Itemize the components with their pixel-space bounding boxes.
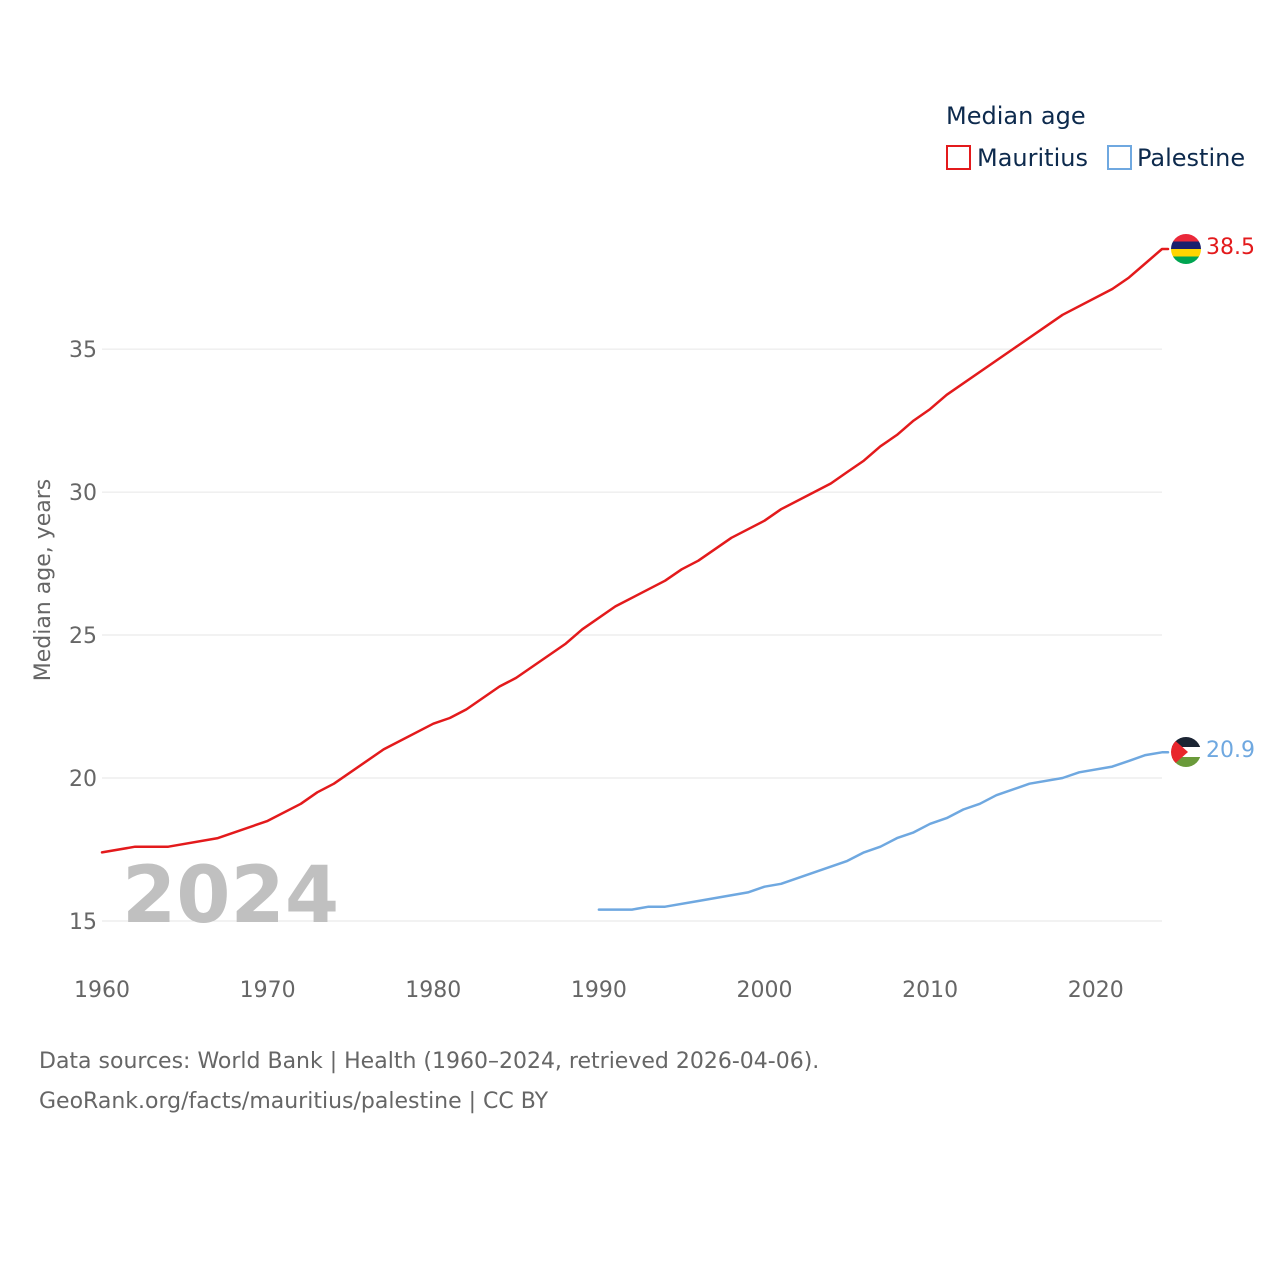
y-tick-label: 30 bbox=[69, 481, 97, 506]
gridlines bbox=[102, 348, 1162, 922]
mauritius-flag-icon bbox=[1171, 234, 1201, 264]
x-axis-ticks: 1960 1970 1980 1990 2000 2010 2020 bbox=[74, 978, 1124, 1003]
legend-item-palestine[interactable]: Palestine bbox=[1107, 144, 1245, 172]
y-tick-label: 25 bbox=[69, 624, 97, 649]
source-line: Data sources: World Bank | Health (1960–… bbox=[39, 1049, 819, 1074]
y-axis-title: Median age, years bbox=[31, 479, 56, 682]
legend: Median age Mauritius Palestine bbox=[946, 102, 1245, 172]
x-tick-label: 1970 bbox=[240, 978, 296, 1003]
end-label-palestine: 20.9 bbox=[1206, 738, 1255, 763]
series-line-palestine bbox=[597, 751, 1170, 911]
legend-item-mauritius[interactable]: Mauritius bbox=[946, 144, 1088, 172]
legend-label-mauritius: Mauritius bbox=[977, 144, 1088, 172]
y-axis-ticks: 15 20 25 30 35 bbox=[69, 338, 97, 935]
series-line-mauritius bbox=[100, 247, 1170, 854]
y-tick-label: 20 bbox=[69, 767, 97, 792]
x-tick-label: 1960 bbox=[74, 978, 130, 1003]
legend-label-palestine: Palestine bbox=[1137, 144, 1245, 172]
end-label-mauritius: 38.5 bbox=[1206, 235, 1255, 260]
y-tick-label: 35 bbox=[69, 338, 97, 363]
legend-title: Median age bbox=[946, 102, 1086, 130]
x-tick-label: 2020 bbox=[1068, 978, 1124, 1003]
legend-swatch-mauritius bbox=[946, 145, 971, 170]
x-tick-label: 2000 bbox=[737, 978, 793, 1003]
x-tick-label: 1990 bbox=[571, 978, 627, 1003]
y-tick-label: 15 bbox=[69, 910, 97, 935]
x-tick-label: 1980 bbox=[405, 978, 461, 1003]
source-url-line[interactable]: GeoRank.org/facts/mauritius/palestine | … bbox=[39, 1089, 549, 1114]
palestine-flag-icon bbox=[1171, 737, 1201, 767]
legend-swatch-palestine bbox=[1107, 145, 1132, 170]
year-watermark: 2024 bbox=[122, 851, 339, 941]
x-tick-label: 2010 bbox=[902, 978, 958, 1003]
